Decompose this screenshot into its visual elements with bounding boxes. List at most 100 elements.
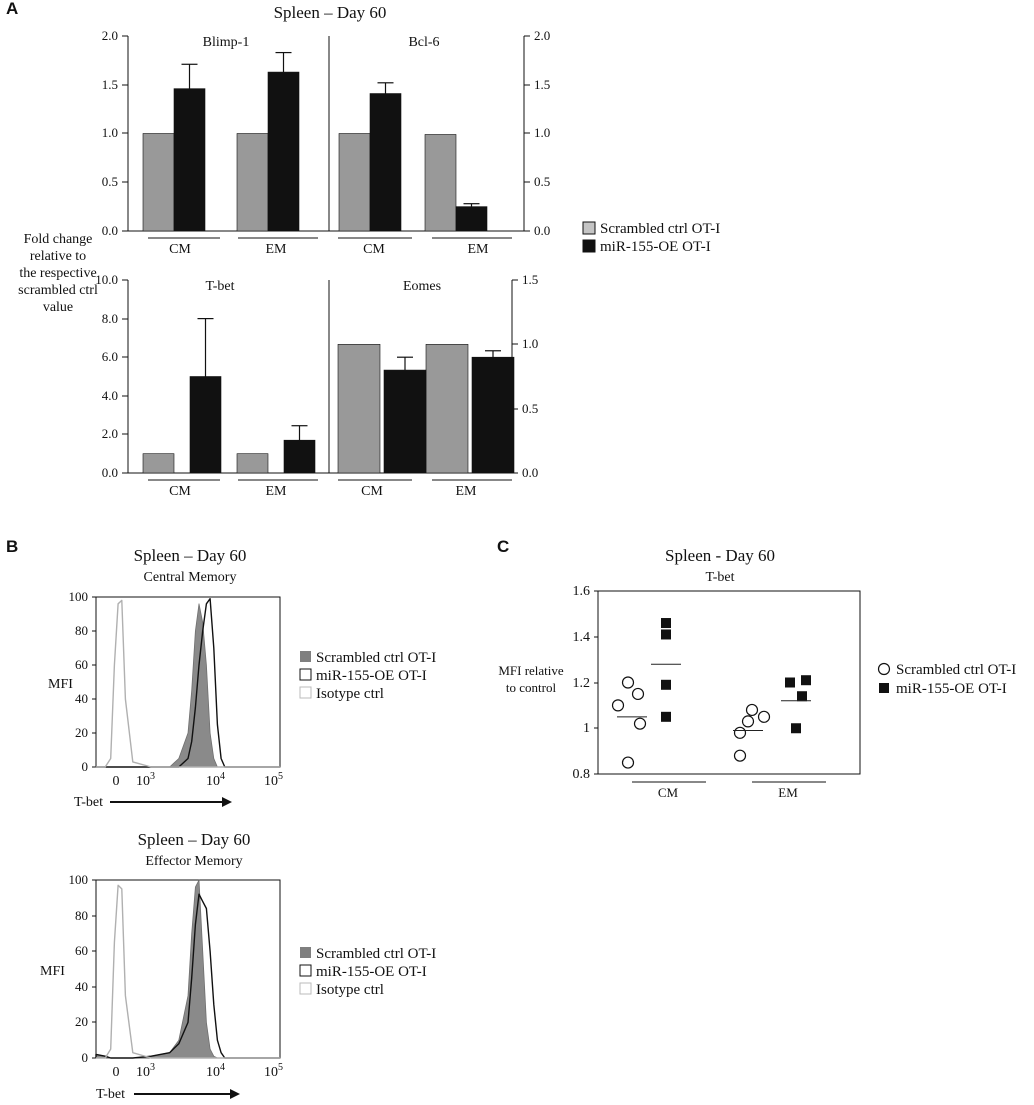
hist-series [95, 879, 281, 1059]
point-filled-square [661, 629, 671, 640]
tick-label: 60 [75, 657, 88, 672]
bar [173, 88, 206, 232]
xtick-exp: 5 [278, 771, 283, 782]
plot-frame [597, 590, 861, 775]
hist-cm-axes: 0 20 40 60 80 100 MFI 0 103 104 105 T-be… [48, 589, 283, 810]
point-open-circle [741, 715, 755, 728]
xtick-exp: 3 [150, 1062, 155, 1073]
ylabel-line: value [43, 300, 73, 315]
point-filled-square [797, 691, 807, 702]
legend-label: miR-155-OE OT-I [896, 681, 1007, 697]
bars-eomes [337, 344, 515, 474]
xtick-base: 10 [206, 774, 220, 789]
bar [189, 376, 222, 474]
hist-cm-legend: Scrambled ctrl OT-I miR-155-OE OT-I Isot… [299, 650, 436, 702]
category-label: EM [266, 242, 288, 257]
xtick-label: 103 [136, 1062, 155, 1080]
chart-title-tbet: T-bet [205, 279, 234, 294]
bar [383, 369, 427, 474]
panel-label-a: A [6, 0, 18, 18]
xtick-label: 0 [113, 1065, 120, 1080]
bar [142, 453, 175, 474]
tick-label: 1.5 [522, 272, 538, 287]
bars-blimp1 [142, 51, 300, 232]
tick-label: 0 [82, 759, 89, 774]
chart-title-bcl6: Bcl-6 [408, 35, 439, 50]
category-label: EM [468, 242, 490, 257]
bars-bcl6 [338, 82, 488, 232]
legend-label: miR-155-OE OT-I [316, 668, 427, 684]
legend-label: Isotype ctrl [316, 982, 384, 998]
xtick-exp: 5 [278, 1062, 283, 1073]
bar [236, 133, 269, 232]
bar [455, 206, 488, 232]
tick-label: 0 [82, 1050, 89, 1065]
ylabel-line: the respective [19, 266, 96, 281]
tick-label: 2.0 [534, 28, 550, 43]
point-open-circle [611, 699, 625, 712]
legend-label: miR-155-OE OT-I [600, 239, 711, 255]
category-label: EM [778, 785, 798, 800]
tick-label: 0.5 [522, 401, 538, 416]
xtick-exp: 3 [150, 771, 155, 782]
legend-label: Scrambled ctrl OT-I [896, 662, 1016, 678]
bar [142, 133, 175, 232]
arrow-head [230, 1089, 240, 1099]
tick-label: 2.0 [102, 426, 118, 441]
tick-label: 40 [75, 979, 88, 994]
tick-label: 60 [75, 943, 88, 958]
point-open-circle [633, 717, 647, 730]
point-open-circle [631, 687, 645, 701]
tick-label: 20 [75, 725, 88, 740]
tick-label: 80 [75, 623, 88, 638]
tick-label: 0.5 [534, 174, 550, 189]
scatter-title: Spleen - Day 60 [665, 546, 775, 565]
arrow-head [222, 797, 232, 807]
legend-swatch-scrambled [582, 221, 596, 235]
xtick-base: 10 [264, 774, 278, 789]
hist-xlabel: T-bet [96, 1087, 125, 1102]
tick-label: 0.8 [573, 767, 591, 782]
xtick-base: 10 [136, 774, 150, 789]
scatter-legend: Scrambled ctrl OT-I miR-155-OE OT-I [877, 662, 1016, 697]
legend-label: miR-155-OE OT-I [316, 964, 427, 980]
panel-a-legend: Scrambled ctrl OT-I miR-155-OE OT-I [582, 221, 720, 255]
hist-em-legend: Scrambled ctrl OT-I miR-155-OE OT-I Isot… [299, 946, 436, 998]
tick-label: 0.0 [102, 223, 118, 238]
legend-swatch-isotype [299, 686, 312, 699]
bar [425, 344, 469, 474]
xtick-exp: 4 [220, 771, 225, 782]
point-filled-square [661, 711, 671, 722]
point-filled-square [661, 679, 671, 690]
legend-swatch-isotype [299, 982, 312, 995]
legend-label: Isotype ctrl [316, 686, 384, 702]
hist-em-curves [95, 879, 281, 1059]
xtick-label: 103 [136, 771, 155, 789]
tick-label: 1.5 [534, 77, 550, 92]
category-label: CM [169, 242, 191, 257]
hist-series [95, 603, 281, 768]
hist-em-axes: 0 20 40 60 80 100 MFI 0 103 104 105 T-be… [40, 872, 283, 1102]
xtick-label: 104 [206, 771, 225, 789]
hist-cm-subtitle: Central Memory [144, 570, 237, 585]
tick-label: 1 [583, 721, 590, 736]
panel-label-c: C [497, 537, 509, 556]
tick-label: 0.0 [102, 465, 118, 480]
bar [283, 439, 316, 474]
hist-em-subtitle: Effector Memory [145, 854, 242, 869]
xtick-label: 105 [264, 771, 283, 789]
category-label: EM [266, 484, 288, 499]
chart-title-eomes: Eomes [403, 279, 441, 294]
tick-label: 1.2 [573, 676, 591, 691]
hist-ylabel: MFI [40, 964, 65, 979]
ylabel-line: Fold change [24, 232, 93, 247]
bar [337, 344, 381, 474]
xtick-label: 104 [206, 1062, 225, 1080]
category-brackets [148, 237, 512, 481]
legend-label: Scrambled ctrl OT-I [316, 650, 436, 666]
point-open-circle [733, 749, 747, 762]
legend-swatch-mir155 [299, 964, 312, 977]
legend-swatch-scrambled [300, 651, 311, 662]
hist-ylabel: MFI [48, 677, 73, 692]
